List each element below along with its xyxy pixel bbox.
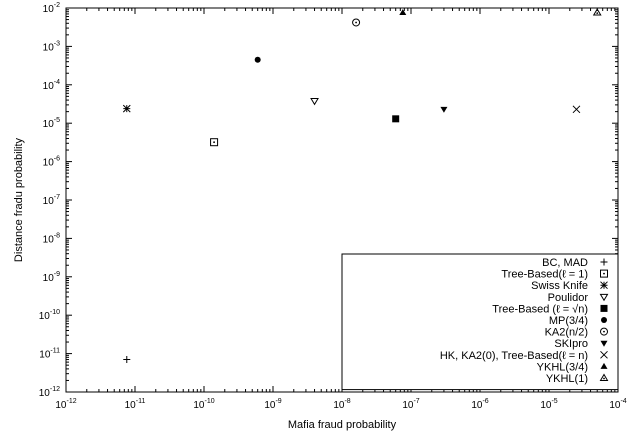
x-tick-label: 10-9 [264, 398, 281, 411]
y-tick-label: 10-5 [43, 117, 60, 130]
data-point [352, 18, 361, 27]
y-tick-label: 10-4 [43, 79, 60, 92]
legend-entry-label: Tree-Based(ℓ = 1) [501, 269, 588, 281]
legend-entry-label: MP(3/4) [549, 315, 588, 327]
data-point [310, 97, 319, 106]
data-point [122, 104, 131, 113]
y-tick-label: 10-8 [43, 232, 60, 245]
data-point [210, 138, 219, 147]
legend-marker [599, 373, 609, 381]
legend-box [341, 253, 619, 391]
y-tick-label: 10-12 [39, 386, 60, 399]
legend-marker [600, 281, 608, 290]
y-tick-label: 10-6 [43, 156, 60, 169]
x-tick-label: 10-4 [609, 398, 626, 411]
x-axis-label: Mafia fraud probability [288, 419, 397, 431]
legend-marker [600, 304, 608, 312]
legend-marker [600, 269, 608, 278]
data-point [254, 56, 261, 63]
data-point [592, 8, 602, 16]
legend-entry-label: Tree-Based (ℓ = √n) [492, 303, 588, 315]
x-tick-label: 10-12 [55, 398, 76, 411]
y-tick-label: 10-11 [39, 348, 60, 361]
data-point [399, 9, 407, 16]
legend-marker [600, 327, 608, 336]
legend-marker [600, 258, 608, 266]
legend-entry-label: BC, MAD [542, 257, 588, 269]
legend-marker [600, 340, 608, 347]
legend-entry-label: Poulidor [548, 292, 589, 304]
data-point [572, 105, 581, 114]
legend-entry-label: HK, KA2(0), Tree-Based(ℓ = n) [440, 350, 588, 362]
x-tick-label: 10-6 [471, 398, 488, 411]
x-tick-label: 10-5 [540, 398, 557, 411]
legend-entry-label: SKIpro [554, 338, 588, 350]
x-tick-label: 10-7 [402, 398, 419, 411]
y-tick-label: 10-7 [43, 194, 60, 207]
legend-marker [600, 350, 608, 359]
legend-marker [599, 293, 609, 302]
x-tick-label: 10-8 [333, 398, 350, 411]
legend-marker [600, 362, 608, 369]
x-tick-label: 10-11 [125, 398, 146, 411]
legend-entry-label: Swiss Knife [531, 280, 588, 292]
y-tick-label: 10-2 [43, 2, 60, 15]
legend-entry-label: YKHL(1) [546, 373, 588, 385]
data-point [123, 356, 131, 364]
legend-marker [601, 317, 607, 323]
y-tick-label: 10-3 [43, 40, 60, 53]
y-axis-label: Distance fradu probability [13, 137, 25, 262]
legend-entry-label: KA2(n/2) [545, 327, 588, 339]
data-point [440, 106, 448, 113]
x-tick-label: 10-10 [193, 398, 214, 411]
marks-layer [122, 8, 602, 364]
y-tick-label: 10-10 [39, 309, 60, 322]
data-point [392, 115, 400, 123]
y-tick-label: 10-9 [43, 271, 60, 284]
legend-entry-label: YKHL(3/4) [537, 361, 588, 373]
